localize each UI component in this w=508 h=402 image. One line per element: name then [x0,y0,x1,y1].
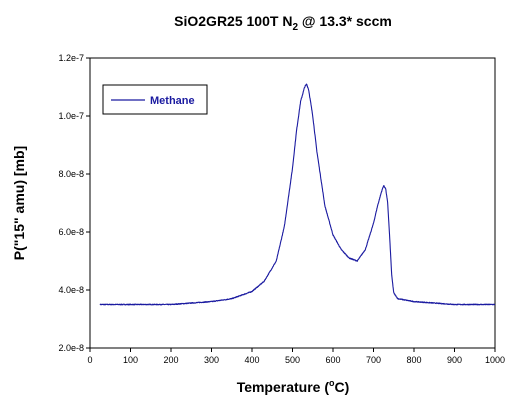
y-tick-label: 6.0e-8 [58,227,84,237]
x-axis-title: Temperature (oC) [237,378,350,395]
x-tick-label: 700 [366,355,381,365]
y-tick-label: 8.0e-8 [58,169,84,179]
x-tick-label: 1000 [485,355,505,365]
x-tick-label: 800 [406,355,421,365]
x-tick-label: 500 [285,355,300,365]
y-tick-label: 1.0e-7 [58,111,84,121]
y-tick-label: 1.2e-7 [58,53,84,63]
x-tick-label: 100 [123,355,138,365]
y-axis: 2.0e-8 4.0e-8 6.0e-8 8.0e-8 1.0e-7 1.2e-7 [58,53,90,353]
chart-title: SiO2GR25 100T N2 @ 13.3* sccm [174,13,392,33]
x-tick-label: 600 [325,355,340,365]
x-tick-label: 200 [163,355,178,365]
legend: Methane [102,84,208,115]
legend-label-methane: Methane [150,95,195,107]
x-tick-label: 0 [87,355,92,365]
x-tick-label: 300 [204,355,219,365]
y-tick-label: 4.0e-8 [58,285,84,295]
y-axis-title: P("15" amu) [mb] [11,146,27,260]
x-tick-label: 400 [244,355,259,365]
x-axis: 0 100 200 300 400 500 600 700 800 900 1000 [87,348,505,365]
x-tick-label: 900 [447,355,462,365]
series-line-methane [99,83,496,306]
y-tick-label: 2.0e-8 [58,343,84,353]
